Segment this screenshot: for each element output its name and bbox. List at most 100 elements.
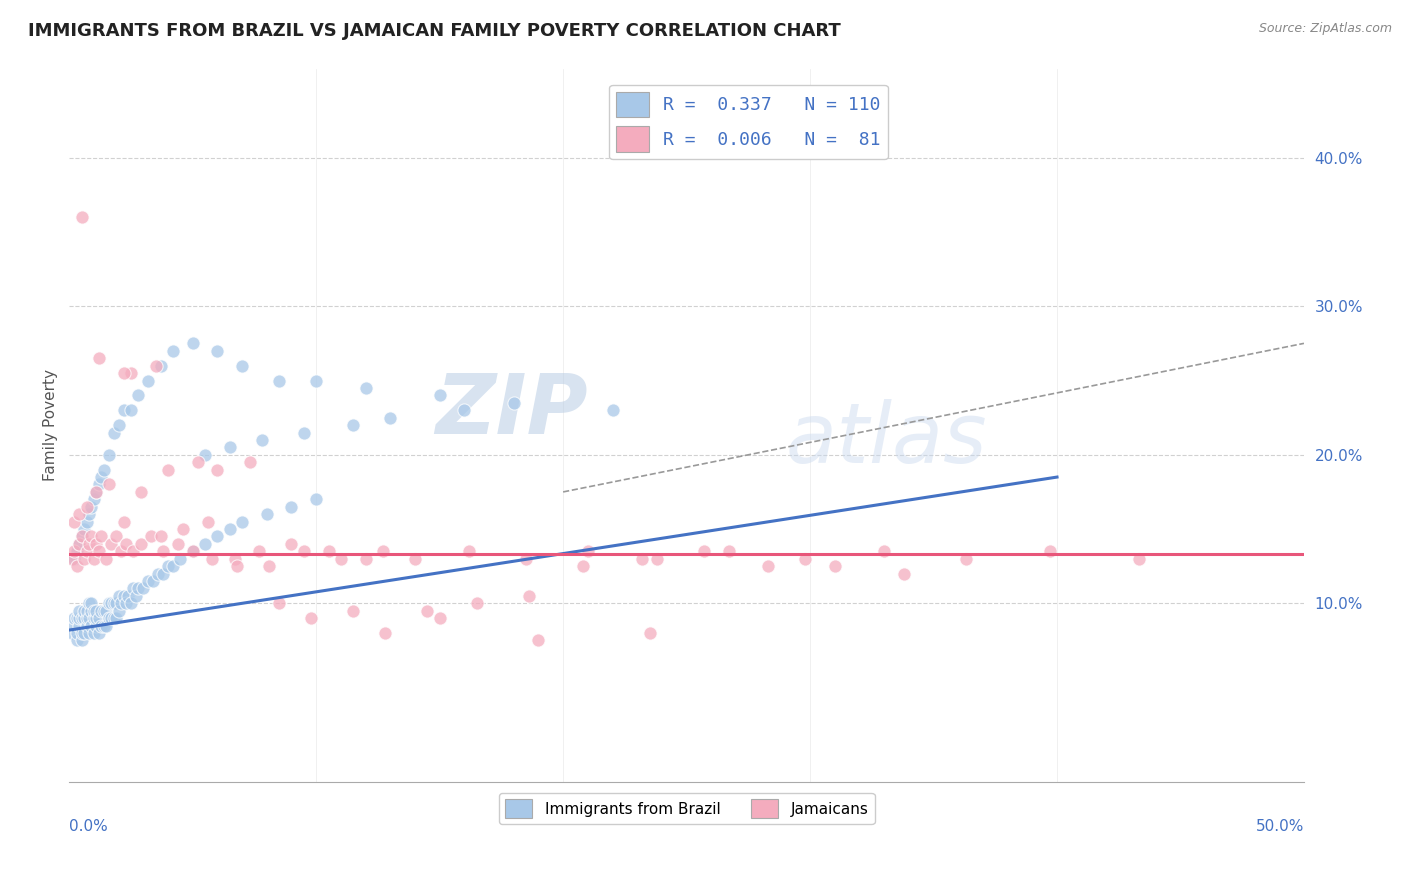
Point — [794, 551, 817, 566]
Point — [83, 626, 105, 640]
Text: ZIP: ZIP — [436, 370, 588, 451]
Point — [645, 551, 668, 566]
Point — [380, 410, 402, 425]
Point — [181, 336, 204, 351]
Point — [97, 448, 120, 462]
Point — [129, 537, 152, 551]
Point — [374, 626, 396, 640]
Point — [146, 566, 169, 581]
Point — [80, 596, 103, 610]
Point — [96, 618, 118, 632]
Point — [527, 633, 550, 648]
Point — [93, 463, 115, 477]
Point — [60, 551, 83, 566]
Point — [87, 477, 110, 491]
Point — [218, 441, 240, 455]
Point — [73, 604, 96, 618]
Point — [86, 611, 108, 625]
Point — [93, 604, 115, 618]
Point — [169, 551, 191, 566]
Point — [70, 611, 93, 625]
Point — [86, 604, 108, 618]
Point — [517, 589, 540, 603]
Point — [90, 604, 112, 618]
Point — [502, 396, 524, 410]
Point — [76, 544, 98, 558]
Text: Source: ZipAtlas.com: Source: ZipAtlas.com — [1258, 22, 1392, 36]
Point — [76, 618, 98, 632]
Legend: Immigrants from Brazil, Jamaicans: Immigrants from Brazil, Jamaicans — [499, 793, 875, 824]
Point — [112, 366, 135, 380]
Point — [127, 388, 149, 402]
Point — [66, 633, 89, 648]
Point — [103, 611, 125, 625]
Point — [602, 403, 624, 417]
Point — [354, 551, 377, 566]
Point — [142, 574, 165, 588]
Point — [63, 544, 86, 558]
Point — [115, 596, 138, 610]
Point — [73, 626, 96, 640]
Point — [1128, 551, 1150, 566]
Text: atlas: atlas — [786, 399, 987, 480]
Point — [87, 544, 110, 558]
Point — [156, 463, 179, 477]
Point — [100, 537, 122, 551]
Point — [63, 618, 86, 632]
Point — [122, 582, 145, 596]
Point — [70, 529, 93, 543]
Point — [136, 374, 159, 388]
Point — [87, 611, 110, 625]
Point — [717, 544, 740, 558]
Point — [305, 492, 328, 507]
Point — [80, 604, 103, 618]
Point — [96, 604, 118, 618]
Point — [60, 626, 83, 640]
Point — [83, 492, 105, 507]
Point — [129, 484, 152, 499]
Point — [77, 537, 100, 551]
Point — [120, 403, 142, 417]
Point — [515, 551, 537, 566]
Point — [66, 611, 89, 625]
Point — [107, 418, 129, 433]
Point — [824, 559, 846, 574]
Point — [86, 537, 108, 551]
Text: IMMIGRANTS FROM BRAZIL VS JAMAICAN FAMILY POVERTY CORRELATION CHART: IMMIGRANTS FROM BRAZIL VS JAMAICAN FAMIL… — [28, 22, 841, 40]
Point — [429, 611, 451, 625]
Point — [292, 425, 315, 440]
Point — [77, 611, 100, 625]
Point — [112, 515, 135, 529]
Point — [103, 425, 125, 440]
Point — [247, 544, 270, 558]
Point — [67, 537, 90, 551]
Point — [93, 618, 115, 632]
Point — [465, 596, 488, 610]
Point — [87, 626, 110, 640]
Point — [299, 611, 322, 625]
Point — [280, 500, 302, 514]
Point — [86, 484, 108, 499]
Point — [66, 544, 89, 558]
Point — [63, 515, 86, 529]
Point — [80, 529, 103, 543]
Point — [354, 381, 377, 395]
Point — [110, 544, 132, 558]
Point — [107, 604, 129, 618]
Point — [149, 359, 172, 373]
Point — [105, 529, 128, 543]
Point — [187, 455, 209, 469]
Point — [194, 537, 217, 551]
Point — [318, 544, 340, 558]
Point — [955, 551, 977, 566]
Point — [73, 551, 96, 566]
Point — [70, 210, 93, 224]
Point — [893, 566, 915, 581]
Point — [136, 574, 159, 588]
Point — [63, 551, 86, 566]
Point — [149, 529, 172, 543]
Point — [305, 374, 328, 388]
Point — [115, 537, 138, 551]
Point — [83, 611, 105, 625]
Point — [112, 589, 135, 603]
